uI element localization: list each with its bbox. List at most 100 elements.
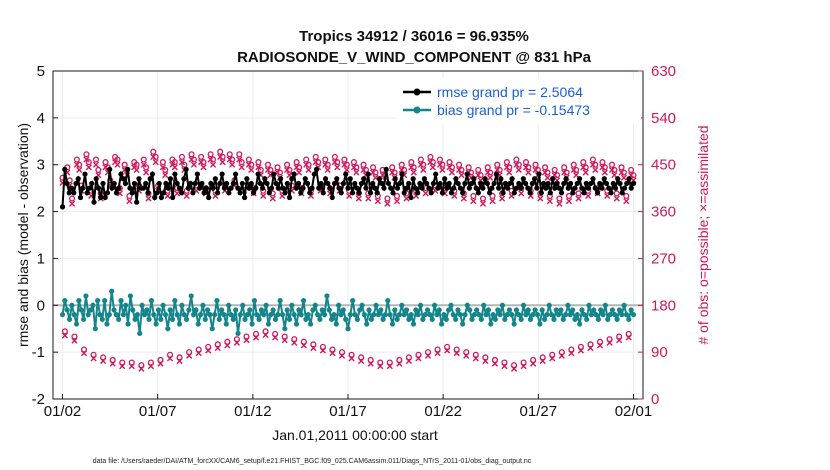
bias-point: [609, 307, 616, 313]
obs-assimilated-point: [541, 169, 549, 176]
bias-point: [350, 298, 356, 304]
obs-assimilated-point: [109, 360, 116, 367]
bias-point: [392, 307, 398, 313]
rmse-point: [197, 185, 203, 191]
footnote: data file: /Users/raeder/DAI/ATM_forcXX/…: [93, 458, 532, 465]
bias-point: [551, 316, 557, 322]
obs-assimilated-point: [319, 347, 327, 354]
bias-point: [155, 307, 162, 313]
obs-possible-point: [109, 356, 116, 364]
rmse-point: [217, 180, 223, 187]
obs-possible-point: [238, 159, 245, 166]
rmse-point: [262, 176, 268, 182]
obs-assimilated-point: [157, 360, 164, 367]
obs-assimilated-point: [623, 198, 630, 205]
bias-point: [523, 312, 529, 318]
rmse-point: [313, 166, 320, 172]
bias-point: [560, 316, 566, 322]
obs-possible-point: [405, 354, 412, 361]
obs-possible-point: [119, 359, 126, 366]
rmse-point: [592, 185, 598, 191]
rmse-point: [426, 185, 432, 191]
bias-point: [324, 293, 330, 299]
obs-assimilated-point: [530, 360, 537, 367]
obs-assimilated-point: [525, 169, 532, 176]
obs-possible-point: [126, 192, 133, 200]
rmse-point: [412, 185, 419, 191]
rmse-point: [210, 185, 216, 191]
obs-assimilated-point: [503, 164, 510, 171]
bias-point: [310, 307, 316, 313]
legend-rmse-label: rmse grand pr = 2.5064: [437, 84, 583, 100]
bias-point: [532, 307, 538, 313]
y-left-tick-label-3: 1: [37, 250, 45, 267]
rmse-point: [300, 185, 306, 191]
rmse-point: [599, 185, 605, 191]
rmse-point: [244, 176, 250, 182]
bias-point: [141, 312, 148, 318]
obs-assimilated-point: [92, 161, 100, 168]
obs-assimilated-point: [195, 350, 202, 357]
bias-point: [95, 298, 101, 304]
obs-assimilated-point: [68, 200, 76, 207]
bias-point: [293, 321, 300, 327]
rmse-point: [608, 190, 614, 196]
bias-point: [197, 312, 204, 318]
bias-point: [406, 316, 412, 322]
obs-possible-point: [245, 156, 252, 163]
bias-point: [268, 312, 274, 318]
obs-assimilated-point: [369, 169, 377, 176]
obs-assimilated-point: [186, 352, 193, 359]
obs-possible-point: [482, 354, 489, 361]
rmse-point: [253, 185, 259, 191]
rmse-point: [289, 176, 295, 182]
bias-point: [123, 302, 129, 308]
bias-point: [446, 307, 452, 313]
rmse-point: [442, 176, 448, 182]
rmse-point: [86, 185, 93, 191]
rmse-point: [291, 171, 297, 177]
rmse-point: [64, 180, 70, 187]
rmse-point: [619, 190, 625, 196]
obs-assimilated-point: [422, 190, 429, 197]
chart-title-line1: Tropics 34912 / 36016 = 96.935%: [299, 28, 529, 45]
obs-assimilated-point: [625, 334, 632, 341]
bias-point: [385, 298, 391, 304]
y-left-tick-label-4: 2: [37, 204, 45, 221]
obs-assimilated-point: [589, 161, 596, 168]
rmse-point: [471, 176, 477, 182]
bias-point: [228, 312, 234, 318]
obs-possible-point: [530, 356, 537, 364]
obs-possible-point: [580, 159, 587, 166]
obs-possible-point: [272, 330, 279, 337]
rmse-point: [203, 185, 209, 191]
obs-assimilated-point: [580, 164, 587, 171]
rmse-point: [376, 176, 383, 182]
obs-assimilated-point: [310, 344, 317, 352]
obs-assimilated-point: [126, 198, 133, 205]
bias-point: [509, 312, 515, 318]
rmse-point: [624, 180, 630, 187]
bias-point: [317, 316, 323, 322]
obs-assimilated-point: [338, 352, 346, 359]
bias-point: [73, 321, 80, 327]
rmse-point: [185, 185, 191, 191]
bias-point: [553, 307, 559, 313]
rmse-point: [399, 171, 405, 177]
rmse-point: [309, 185, 315, 191]
obs-assimilated-point: [269, 195, 276, 202]
bias-point: [584, 316, 590, 322]
obs-possible-point: [312, 153, 319, 160]
obs-possible-point: [128, 359, 135, 366]
rmse-point: [181, 176, 187, 182]
rmse-point: [464, 171, 470, 177]
rmse-point: [590, 176, 596, 182]
rmse-point: [549, 176, 556, 182]
obs-possible-point: [214, 341, 221, 348]
obs-assimilated-point: [436, 161, 444, 168]
obs-possible-point: [102, 159, 109, 166]
obs-assimilated-point: [582, 169, 589, 176]
bias-point: [481, 302, 487, 308]
obs-assimilated-point: [143, 169, 150, 176]
bias-point: [598, 307, 604, 313]
